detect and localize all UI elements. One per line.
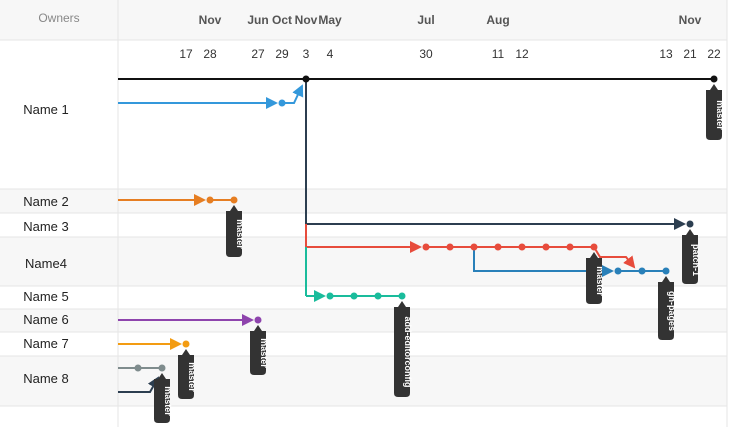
branch-tag-name-2-master[interactable]: master	[226, 205, 245, 257]
commit-dots	[134, 75, 718, 372]
commit-dot[interactable]	[686, 220, 694, 228]
commit-dot[interactable]	[398, 292, 406, 300]
month-label: Nov	[295, 13, 318, 27]
day-label: 21	[683, 47, 697, 61]
day-label: 17	[179, 47, 193, 61]
branch-tag-label: master	[163, 386, 173, 416]
owner-label-name-5: Name 5	[23, 289, 69, 304]
commit-dot[interactable]	[518, 243, 526, 251]
branch-tag-name-6-master[interactable]: master	[250, 325, 269, 375]
branch-tag-name-1-master[interactable]: master	[706, 84, 725, 140]
row-band-name-4	[0, 237, 727, 286]
owner-label-name-2: Name 2	[23, 194, 69, 209]
owners-header: Owners	[38, 11, 79, 25]
commit-dot[interactable]	[446, 243, 454, 251]
row-bands	[0, 0, 727, 406]
commit-dot[interactable]	[590, 243, 598, 251]
branch-tag-gh-pages[interactable]: gh-pages	[658, 276, 677, 340]
commit-dot[interactable]	[374, 292, 382, 300]
owner-labels: Name 1 Name 2 Name 3 Name4 Name 5 Name 6…	[23, 102, 69, 386]
owner-label-name-6: Name 6	[23, 312, 69, 327]
owner-label-name-3: Name 3	[23, 219, 69, 234]
commit-dot[interactable]	[614, 267, 622, 275]
day-label: 29	[275, 47, 289, 61]
day-labels: 17 28 27 29 3 4 30 11 12 13 21 22	[179, 47, 721, 61]
commit-dot[interactable]	[326, 292, 334, 300]
commit-dot[interactable]	[422, 243, 430, 251]
branch-line-name-1-fork-merge[interactable]	[282, 84, 304, 104]
commit-dot[interactable]	[638, 267, 646, 275]
branch-tag-name-8-master[interactable]: master	[154, 373, 173, 423]
row-band-name-2	[0, 189, 727, 213]
commit-dot[interactable]	[710, 75, 718, 83]
day-label: 3	[303, 47, 310, 61]
commit-dot[interactable]	[182, 340, 190, 348]
branch-tag-label: master	[259, 338, 269, 368]
branch-tag-name-7-master[interactable]: master	[178, 349, 197, 399]
branch-tag-label: master	[715, 100, 725, 130]
commit-dot[interactable]	[662, 267, 670, 275]
commit-dot[interactable]	[494, 243, 502, 251]
month-label: Oct	[272, 13, 292, 27]
header-band	[0, 0, 727, 40]
commit-dot[interactable]	[542, 243, 550, 251]
branch-tag-label: gh-pages	[667, 291, 677, 331]
commit-dot[interactable]	[134, 364, 142, 372]
day-label: 27	[251, 47, 265, 61]
day-label: 28	[203, 47, 217, 61]
branch-tag-label: patch-1	[691, 244, 701, 276]
day-label: 13	[659, 47, 673, 61]
owner-label-name-7: Name 7	[23, 336, 69, 351]
commit-dot[interactable]	[230, 196, 238, 204]
commit-dot[interactable]	[206, 196, 214, 204]
branch-tag-patch-1[interactable]: patch-1	[682, 229, 701, 284]
day-label: 12	[515, 47, 529, 61]
owner-label-name-8: Name 8	[23, 371, 69, 386]
month-label: Nov	[199, 13, 222, 27]
branch-line-name-4-merge[interactable]	[593, 246, 636, 269]
month-labels: Nov Jun Oct Nov May Jul Aug Nov	[199, 13, 702, 27]
day-label: 22	[707, 47, 721, 61]
month-label: May	[318, 13, 342, 27]
commit-dot[interactable]	[158, 364, 166, 372]
branch-tag-label: master	[235, 219, 245, 249]
month-label: Jul	[417, 13, 434, 27]
commit-dot[interactable]	[254, 316, 262, 324]
branch-tag-add-editorconfig[interactable]: add-editorconfig	[394, 301, 413, 397]
row-band-name-8	[0, 356, 727, 406]
owner-label-name-4: Name4	[25, 256, 67, 271]
commit-dot[interactable]	[302, 75, 310, 83]
day-label: 11	[492, 47, 505, 61]
commit-dot[interactable]	[470, 243, 478, 251]
owner-label-name-1: Name 1	[23, 102, 69, 117]
day-label: 30	[419, 47, 433, 61]
branch-lines	[118, 78, 714, 393]
commit-dot[interactable]	[278, 99, 286, 107]
month-label: Nov	[679, 13, 702, 27]
commit-dot[interactable]	[566, 243, 574, 251]
row-band-name-6	[0, 309, 727, 332]
branch-tag-name-4-master[interactable]: master	[586, 252, 605, 304]
month-label: Aug	[486, 13, 509, 27]
branch-tag-label: add-editorconfig	[403, 317, 413, 388]
branch-tag-label: master	[187, 362, 197, 392]
commit-dot[interactable]	[350, 292, 358, 300]
month-label: Jun	[247, 13, 268, 27]
day-label: 4	[327, 47, 334, 61]
branch-tags: master master patch-1 master gh-pages ad…	[154, 84, 725, 423]
branch-tag-label: master	[595, 266, 605, 296]
branch-line-name-4-gh-pages[interactable]	[473, 247, 614, 277]
